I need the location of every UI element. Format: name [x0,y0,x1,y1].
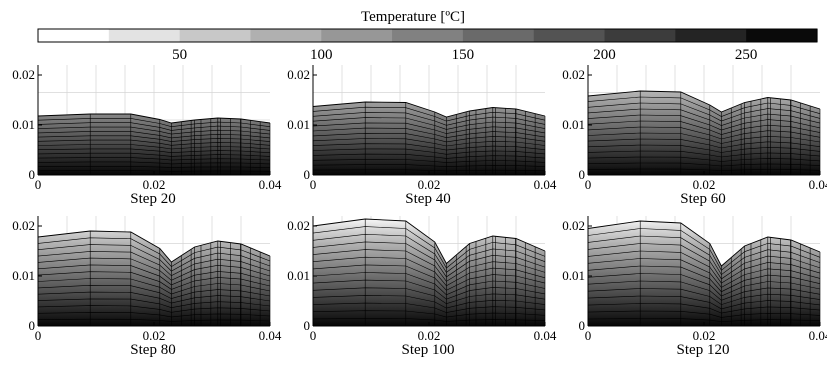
colorbar-title: Temperature [ºC] [361,9,465,25]
temperature-field [313,102,545,175]
y-tick-label: 0 [304,167,311,182]
colorbar-tick-label: 150 [452,47,475,63]
colorbar-band [179,29,252,42]
y-tick-label: 0.02 [287,67,310,82]
colorbar-band [38,29,110,42]
mesh [37,114,271,175]
colorbar-tick-label: 250 [735,47,758,63]
x-tick-label: 0.02 [693,328,716,343]
temperature-field [588,221,820,326]
y-tick-label: 0 [304,318,311,333]
x-tick-label: 0 [585,328,592,343]
y-tick-label: 0.02 [12,218,35,233]
x-tick-label: 0.02 [693,177,716,192]
panel-title: Step 60 [680,191,725,207]
colorbar-tick-label: 50 [172,47,187,63]
panel-title: Step 100 [402,342,455,358]
x-tick-label: 0 [310,328,317,343]
x-tick-label: 0.04 [259,328,282,343]
colorbar-frame [37,28,818,43]
colorbar-tick-label: 200 [593,47,616,63]
free-surface [587,90,821,113]
y-tick-label: 0.01 [287,117,310,132]
x-tick-label: 0.02 [418,177,441,192]
free-surface [587,220,821,267]
colorbar-band [108,29,181,42]
colorbar-band [533,29,606,42]
free-surface [312,218,546,265]
y-tick-label: 0.01 [12,117,35,132]
x-tick-label: 0.04 [534,177,557,192]
colorbar-band [321,29,393,42]
y-tick-label: 0 [29,318,36,333]
y-tick-label: 0.02 [562,218,585,233]
mesh [312,102,546,175]
mesh [312,219,546,326]
x-tick-label: 0.04 [809,328,827,343]
colorbar-band [250,29,322,42]
colorbar-band [604,29,676,42]
free-surface [312,101,546,118]
mesh [587,221,821,326]
x-tick-label: 0 [310,177,317,192]
x-tick-label: 0 [585,177,592,192]
colorbar-band [462,29,535,42]
panel-title: Step 80 [130,342,175,358]
temperature-field [313,219,545,326]
x-tick-label: 0.02 [143,328,166,343]
temperature-field [588,91,820,175]
free-surface [37,230,271,263]
y-tick-label: 0.01 [12,268,35,283]
x-tick-label: 0.02 [143,177,166,192]
colorbar-band [675,29,747,42]
x-tick-label: 0.04 [534,328,557,343]
y-tick-label: 0.01 [562,268,585,283]
y-tick-label: 0.02 [562,67,585,82]
free-surface [37,113,271,124]
mesh [587,91,821,175]
colorbar-band [746,29,818,42]
y-tick-label: 0.01 [562,117,585,132]
y-tick-label: 0 [579,167,586,182]
x-tick-label: 0 [35,328,42,343]
y-tick-label: 0 [579,318,586,333]
panel-title: Step 40 [405,191,450,207]
y-tick-label: 0 [29,167,36,182]
colorbar-band [392,29,464,42]
colorbar-tick-label: 100 [310,47,333,63]
y-tick-label: 0.02 [12,67,35,82]
x-tick-label: 0 [35,177,42,192]
panel-title: Step 20 [130,191,175,207]
x-tick-label: 0.04 [259,177,282,192]
y-tick-label: 0.02 [287,218,310,233]
y-tick-label: 0.01 [287,268,310,283]
x-tick-label: 0.04 [809,177,827,192]
temperature-field [38,114,270,175]
colorbar [37,28,818,43]
x-tick-label: 0.02 [418,328,441,343]
panel-title: Step 120 [677,342,730,358]
colorbar-ticks: 50 100 150 200 250 [172,47,757,63]
